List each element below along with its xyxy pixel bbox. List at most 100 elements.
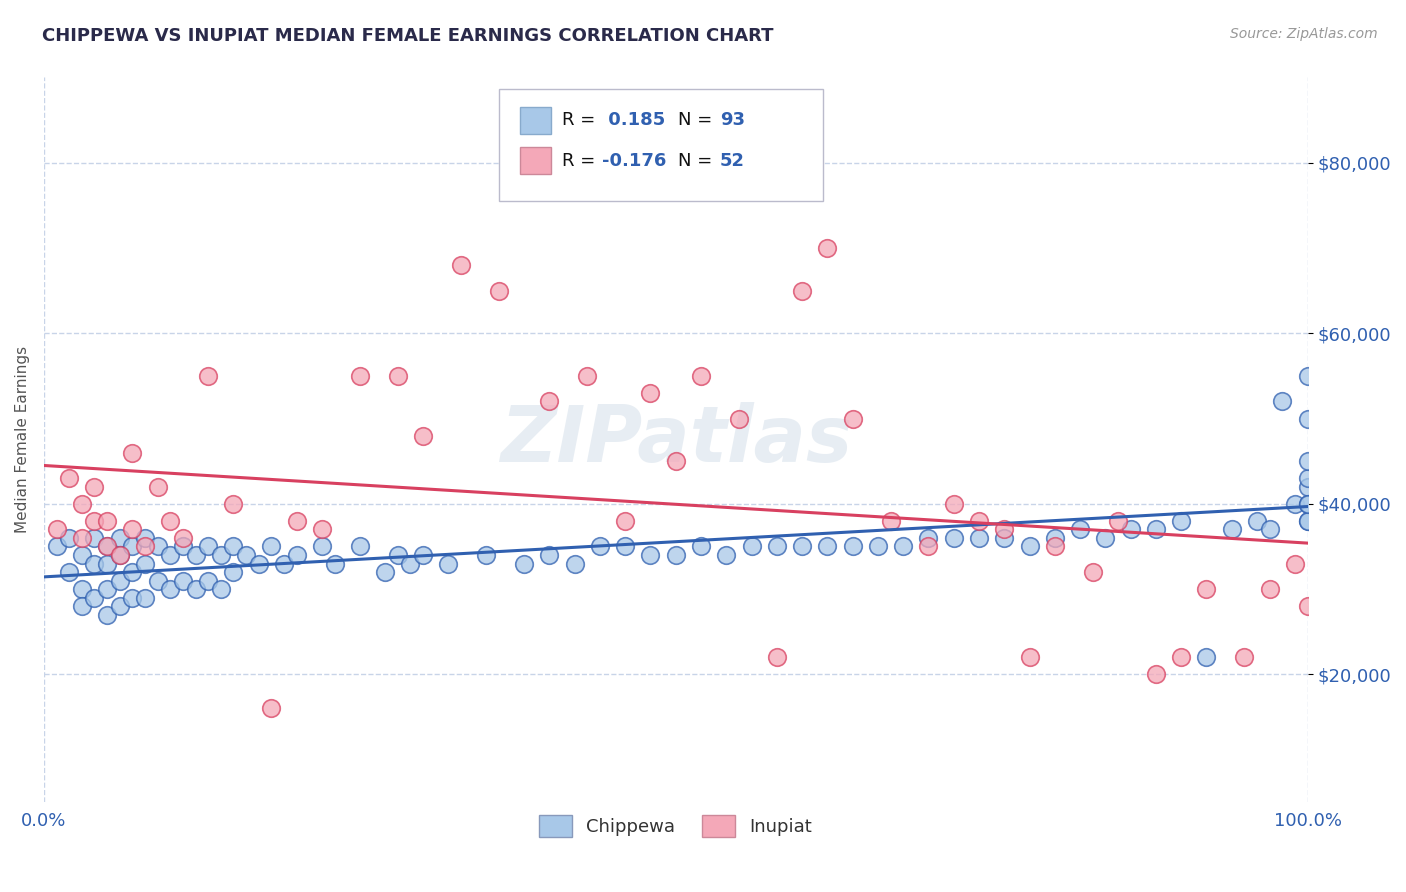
Point	[716, 548, 738, 562]
Point	[967, 531, 990, 545]
Point	[450, 258, 472, 272]
Point	[83, 531, 105, 545]
Point	[349, 368, 371, 383]
Point	[1233, 650, 1256, 665]
Point	[1296, 480, 1319, 494]
Point	[172, 574, 194, 588]
Point	[841, 540, 863, 554]
Point	[349, 540, 371, 554]
Point	[488, 284, 510, 298]
Point	[399, 557, 422, 571]
Point	[1246, 514, 1268, 528]
Point	[209, 582, 232, 596]
Point	[1296, 514, 1319, 528]
Point	[690, 540, 713, 554]
Point	[108, 548, 131, 562]
Point	[1296, 454, 1319, 468]
Point	[1144, 522, 1167, 536]
Text: CHIPPEWA VS INUPIAT MEDIAN FEMALE EARNINGS CORRELATION CHART: CHIPPEWA VS INUPIAT MEDIAN FEMALE EARNIN…	[42, 27, 773, 45]
Point	[1195, 582, 1218, 596]
Point	[564, 557, 586, 571]
Point	[159, 548, 181, 562]
Point	[1296, 599, 1319, 614]
Text: N =: N =	[678, 112, 717, 129]
Point	[1094, 531, 1116, 545]
Text: 0.185: 0.185	[602, 112, 665, 129]
Text: N =: N =	[678, 152, 717, 169]
Text: Source: ZipAtlas.com: Source: ZipAtlas.com	[1230, 27, 1378, 41]
Point	[96, 557, 118, 571]
Point	[1043, 540, 1066, 554]
Point	[83, 557, 105, 571]
Point	[146, 574, 169, 588]
Text: -0.176: -0.176	[602, 152, 666, 169]
Point	[387, 548, 409, 562]
Point	[437, 557, 460, 571]
Point	[1296, 514, 1319, 528]
Point	[83, 480, 105, 494]
Point	[1170, 514, 1192, 528]
Point	[159, 582, 181, 596]
Point	[70, 548, 93, 562]
Point	[197, 540, 219, 554]
Point	[121, 522, 143, 536]
Point	[70, 531, 93, 545]
Point	[640, 386, 662, 401]
Point	[134, 591, 156, 605]
Point	[765, 650, 787, 665]
Point	[1220, 522, 1243, 536]
Point	[121, 565, 143, 579]
Point	[70, 599, 93, 614]
Point	[285, 548, 308, 562]
Point	[70, 582, 93, 596]
Point	[1018, 650, 1040, 665]
Point	[121, 445, 143, 459]
Point	[83, 514, 105, 528]
Point	[790, 540, 813, 554]
Point	[184, 582, 207, 596]
Point	[1284, 497, 1306, 511]
Point	[209, 548, 232, 562]
Point	[172, 531, 194, 545]
Point	[614, 514, 637, 528]
Point	[1107, 514, 1129, 528]
Point	[70, 497, 93, 511]
Point	[311, 522, 333, 536]
Point	[83, 591, 105, 605]
Point	[184, 548, 207, 562]
Point	[1144, 667, 1167, 681]
Point	[790, 284, 813, 298]
Point	[96, 582, 118, 596]
Point	[323, 557, 346, 571]
Point	[387, 368, 409, 383]
Point	[815, 540, 838, 554]
Text: ZIPatlas: ZIPatlas	[499, 402, 852, 478]
Point	[942, 497, 965, 511]
Point	[538, 548, 561, 562]
Point	[614, 540, 637, 554]
Point	[665, 548, 688, 562]
Point	[589, 540, 612, 554]
Point	[96, 514, 118, 528]
Point	[96, 607, 118, 622]
Y-axis label: Median Female Earnings: Median Female Earnings	[15, 346, 30, 533]
Point	[172, 540, 194, 554]
Point	[374, 565, 396, 579]
Point	[640, 548, 662, 562]
Point	[222, 565, 245, 579]
Point	[45, 540, 67, 554]
Point	[197, 368, 219, 383]
Point	[917, 531, 939, 545]
Point	[942, 531, 965, 545]
Point	[247, 557, 270, 571]
Point	[108, 599, 131, 614]
Point	[311, 540, 333, 554]
Point	[866, 540, 889, 554]
Point	[197, 574, 219, 588]
Point	[146, 480, 169, 494]
Point	[1296, 497, 1319, 511]
Point	[993, 522, 1015, 536]
Point	[665, 454, 688, 468]
Point	[879, 514, 901, 528]
Point	[108, 574, 131, 588]
